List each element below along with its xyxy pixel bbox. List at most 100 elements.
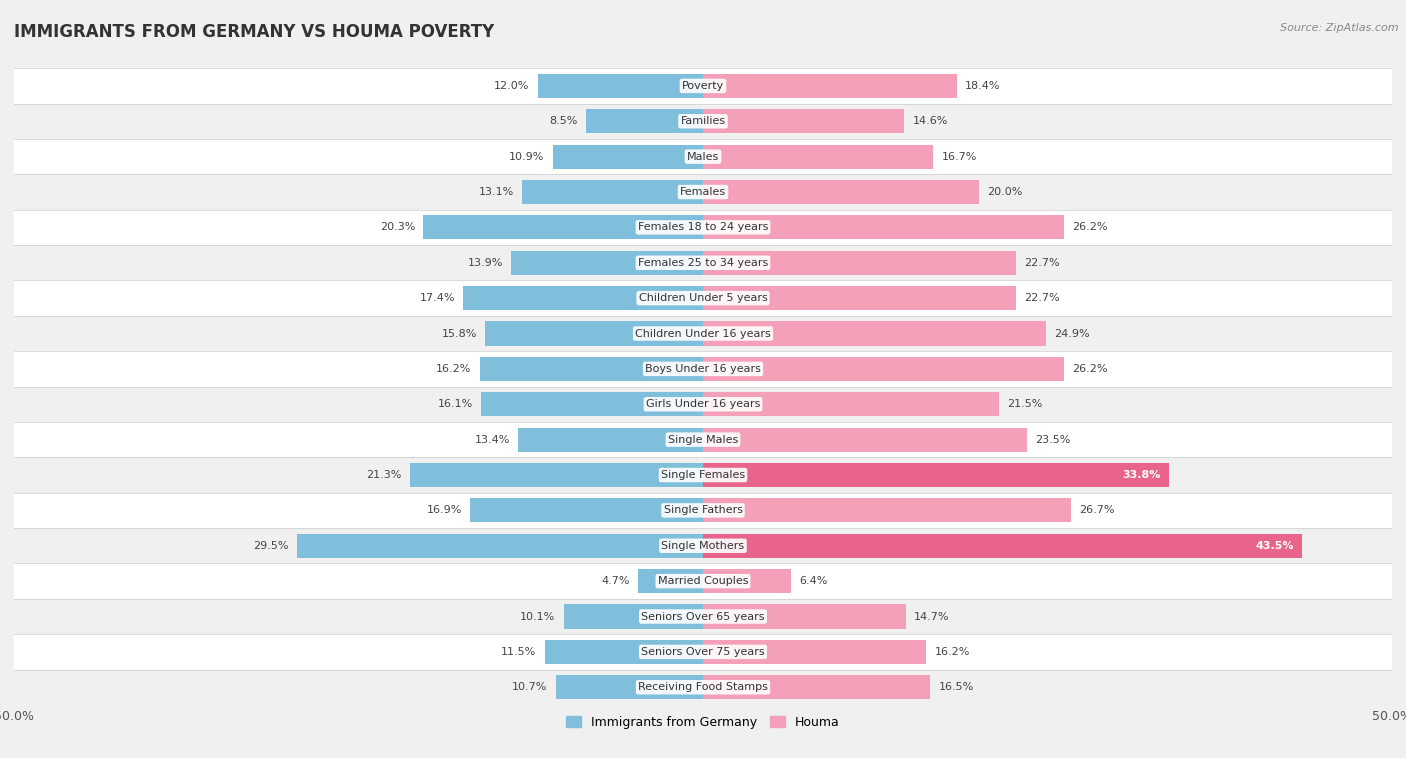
Bar — [14, 528, 1392, 563]
Bar — [463, 286, 703, 310]
Bar — [703, 675, 931, 700]
Bar — [14, 210, 1392, 245]
Bar — [564, 604, 703, 628]
Text: Females 25 to 34 years: Females 25 to 34 years — [638, 258, 768, 268]
Text: 29.5%: 29.5% — [253, 540, 288, 551]
Bar — [553, 145, 703, 169]
Text: 12.0%: 12.0% — [494, 81, 530, 91]
Bar — [703, 109, 904, 133]
Text: 22.7%: 22.7% — [1024, 293, 1060, 303]
Text: 16.2%: 16.2% — [436, 364, 471, 374]
Bar — [703, 640, 927, 664]
Text: 13.9%: 13.9% — [468, 258, 503, 268]
Text: 16.5%: 16.5% — [939, 682, 974, 692]
Bar — [14, 245, 1392, 280]
Text: Males: Males — [688, 152, 718, 161]
Text: 10.1%: 10.1% — [520, 612, 555, 622]
Bar — [14, 669, 1392, 705]
Bar — [485, 321, 703, 346]
Text: Source: ZipAtlas.com: Source: ZipAtlas.com — [1281, 23, 1399, 33]
Text: 20.3%: 20.3% — [380, 222, 415, 233]
Legend: Immigrants from Germany, Houma: Immigrants from Germany, Houma — [561, 711, 845, 734]
Bar — [14, 68, 1392, 104]
Text: 22.7%: 22.7% — [1024, 258, 1060, 268]
Text: 21.3%: 21.3% — [366, 470, 401, 480]
Bar — [423, 215, 703, 240]
Text: Females 18 to 24 years: Females 18 to 24 years — [638, 222, 768, 233]
Bar — [481, 392, 703, 416]
Text: IMMIGRANTS FROM GERMANY VS HOUMA POVERTY: IMMIGRANTS FROM GERMANY VS HOUMA POVERTY — [14, 23, 495, 41]
Text: 16.1%: 16.1% — [437, 399, 472, 409]
Text: 11.5%: 11.5% — [501, 647, 536, 657]
Bar — [555, 675, 703, 700]
Bar — [519, 428, 703, 452]
Text: Children Under 16 years: Children Under 16 years — [636, 328, 770, 339]
Text: 10.9%: 10.9% — [509, 152, 544, 161]
Bar — [14, 599, 1392, 634]
Bar — [703, 392, 1000, 416]
Text: Children Under 5 years: Children Under 5 years — [638, 293, 768, 303]
Bar — [297, 534, 703, 558]
Bar — [703, 180, 979, 204]
Text: 20.0%: 20.0% — [987, 187, 1022, 197]
Bar — [703, 498, 1071, 522]
Bar — [544, 640, 703, 664]
Text: 17.4%: 17.4% — [419, 293, 456, 303]
Bar — [14, 316, 1392, 351]
Bar — [14, 634, 1392, 669]
Bar — [537, 74, 703, 98]
Text: 16.7%: 16.7% — [942, 152, 977, 161]
Bar — [14, 493, 1392, 528]
Text: Receiving Food Stamps: Receiving Food Stamps — [638, 682, 768, 692]
Text: Girls Under 16 years: Girls Under 16 years — [645, 399, 761, 409]
Bar — [703, 604, 905, 628]
Bar — [703, 145, 934, 169]
Text: 24.9%: 24.9% — [1054, 328, 1090, 339]
Text: Families: Families — [681, 116, 725, 127]
Bar — [14, 139, 1392, 174]
Bar — [470, 498, 703, 522]
Bar — [703, 74, 956, 98]
Bar — [479, 357, 703, 381]
Text: 26.7%: 26.7% — [1080, 506, 1115, 515]
Text: Single Mothers: Single Mothers — [661, 540, 745, 551]
Bar — [703, 534, 1302, 558]
Text: Single Fathers: Single Fathers — [664, 506, 742, 515]
Text: Poverty: Poverty — [682, 81, 724, 91]
Text: 6.4%: 6.4% — [800, 576, 828, 586]
Text: 21.5%: 21.5% — [1008, 399, 1043, 409]
Bar — [703, 251, 1015, 275]
Text: 13.4%: 13.4% — [475, 434, 510, 445]
Text: 4.7%: 4.7% — [602, 576, 630, 586]
Bar — [14, 174, 1392, 210]
Bar — [703, 286, 1015, 310]
Bar — [703, 357, 1064, 381]
Bar — [14, 104, 1392, 139]
Bar — [14, 422, 1392, 457]
Bar — [586, 109, 703, 133]
Text: 14.6%: 14.6% — [912, 116, 948, 127]
Text: 16.2%: 16.2% — [935, 647, 970, 657]
Text: 23.5%: 23.5% — [1035, 434, 1070, 445]
Text: 43.5%: 43.5% — [1256, 540, 1294, 551]
Bar — [14, 387, 1392, 422]
Text: Married Couples: Married Couples — [658, 576, 748, 586]
Bar — [638, 569, 703, 594]
Text: 8.5%: 8.5% — [550, 116, 578, 127]
Bar — [703, 463, 1168, 487]
Text: Seniors Over 65 years: Seniors Over 65 years — [641, 612, 765, 622]
Bar — [703, 215, 1064, 240]
Text: 14.7%: 14.7% — [914, 612, 949, 622]
Text: 16.9%: 16.9% — [426, 506, 461, 515]
Bar — [703, 569, 792, 594]
Text: Seniors Over 75 years: Seniors Over 75 years — [641, 647, 765, 657]
Text: 13.1%: 13.1% — [479, 187, 515, 197]
Text: 26.2%: 26.2% — [1073, 222, 1108, 233]
Bar — [523, 180, 703, 204]
Text: 18.4%: 18.4% — [965, 81, 1000, 91]
Bar — [14, 280, 1392, 316]
Bar — [703, 321, 1046, 346]
Text: 15.8%: 15.8% — [441, 328, 477, 339]
Text: Females: Females — [681, 187, 725, 197]
Bar — [14, 563, 1392, 599]
